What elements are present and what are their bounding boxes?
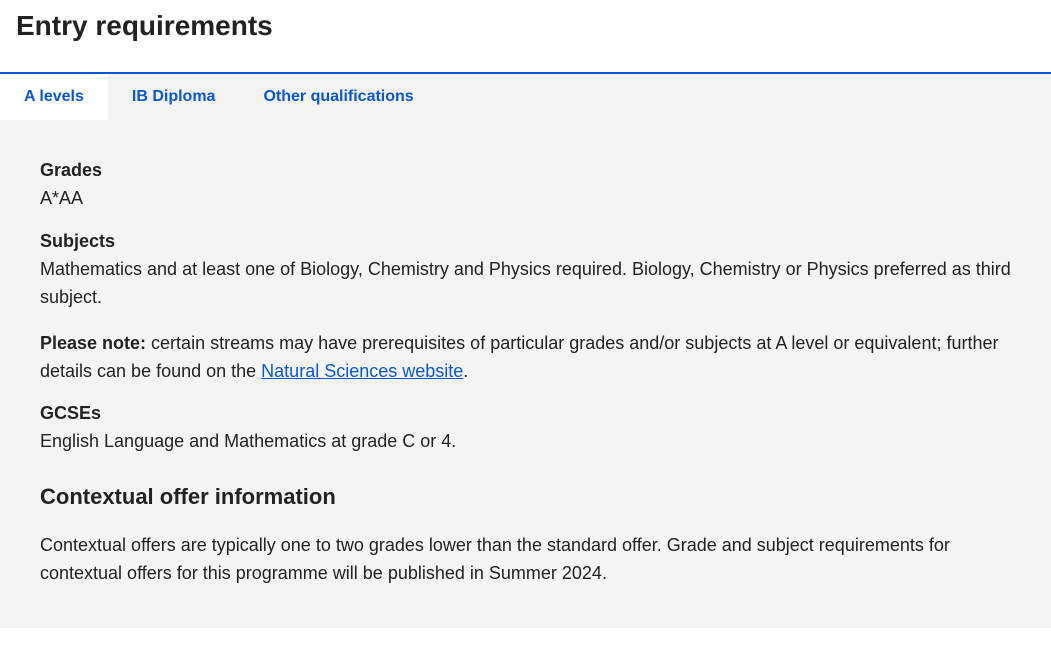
grades-label: Grades: [40, 160, 1021, 181]
grades-value: A*AA: [40, 185, 1021, 213]
gcses-value: English Language and Mathematics at grad…: [40, 428, 1021, 456]
tab-a-levels[interactable]: A levels: [0, 74, 108, 120]
subjects-label: Subjects: [40, 231, 1021, 252]
page-heading: Entry requirements: [16, 10, 1051, 42]
contextual-heading: Contextual offer information: [40, 484, 1021, 510]
tabs-container: A levels IB Diploma Other qualifications: [0, 72, 1051, 120]
subjects-value: Mathematics and at least one of Biology,…: [40, 256, 1021, 312]
natural-sciences-link[interactable]: Natural Sciences website: [261, 361, 463, 381]
contextual-body: Contextual offers are typically one to t…: [40, 532, 1021, 588]
note-text-before: certain streams may have prerequisites o…: [40, 333, 998, 381]
note-prefix: Please note:: [40, 333, 146, 353]
gcses-label: GCSEs: [40, 403, 1021, 424]
note-text-after: .: [463, 361, 468, 381]
tab-panel-a-levels: Grades A*AA Subjects Mathematics and at …: [0, 120, 1051, 628]
tab-other-qualifications[interactable]: Other qualifications: [239, 74, 437, 120]
tab-ib-diploma[interactable]: IB Diploma: [108, 74, 240, 120]
note-line: Please note: certain streams may have pr…: [40, 330, 1021, 386]
